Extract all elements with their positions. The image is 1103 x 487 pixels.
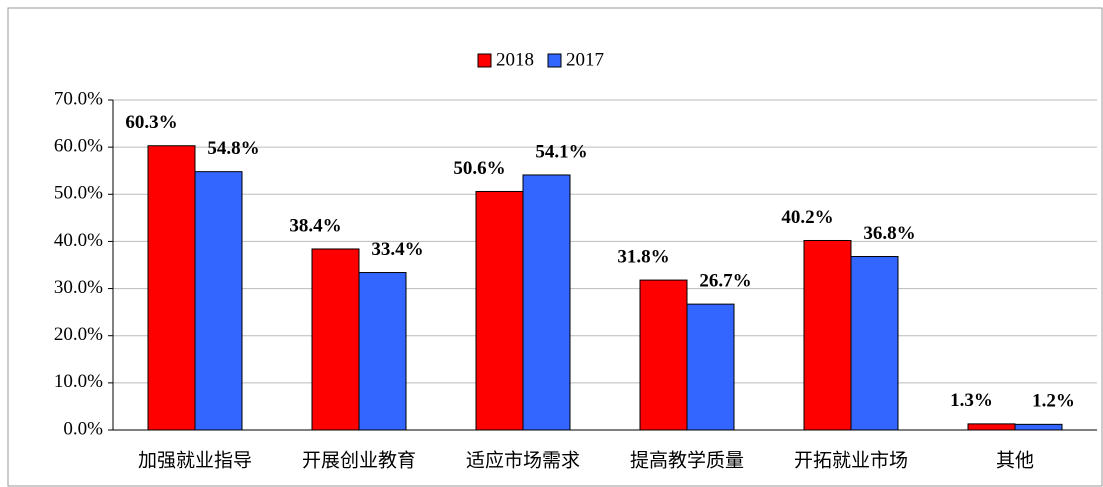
value-label: 1.3%: [950, 390, 993, 411]
value-label: 54.8%: [207, 138, 259, 159]
x-tick-label: 开拓就业市场: [794, 449, 908, 471]
bar: [686, 303, 735, 431]
bar: [311, 248, 360, 431]
value-label: 1.2%: [1032, 391, 1075, 412]
bar: [194, 171, 243, 431]
legend-label: 2017: [566, 49, 604, 70]
bar: [803, 239, 852, 431]
value-label: 26.7%: [699, 270, 751, 291]
value-label: 60.3%: [125, 112, 177, 133]
y-tick-label: 70.0%: [54, 88, 103, 109]
bar: [967, 423, 1016, 431]
value-label: 40.2%: [781, 207, 833, 228]
y-tick-label: 40.0%: [54, 230, 103, 251]
bar: [1014, 423, 1063, 431]
value-label: 54.1%: [535, 141, 587, 162]
y-tick-label: 50.0%: [54, 183, 103, 204]
legend-swatch: [547, 53, 562, 68]
y-tick-label: 60.0%: [54, 136, 103, 157]
y-tick-label: 30.0%: [54, 277, 103, 298]
bar: [147, 145, 196, 431]
value-label: 36.8%: [863, 223, 915, 244]
legend-swatch: [477, 53, 492, 68]
x-tick-label: 加强就业指导: [138, 449, 252, 471]
y-tick-label: 0.0%: [63, 418, 103, 439]
y-tick-label: 10.0%: [54, 371, 103, 392]
x-tick-label: 提高教学质量: [630, 449, 744, 471]
value-label: 31.8%: [617, 246, 669, 267]
x-tick-label: 适应市场需求: [466, 449, 580, 471]
x-tick-label: 开展创业教育: [302, 449, 416, 471]
bar: [522, 174, 571, 431]
value-label: 33.4%: [371, 239, 423, 260]
bar: [639, 279, 688, 431]
y-tick-label: 20.0%: [54, 324, 103, 345]
bar: [358, 272, 407, 431]
x-tick-label: 其他: [996, 449, 1034, 471]
value-label: 50.6%: [453, 158, 505, 179]
value-label: 38.4%: [289, 215, 341, 236]
bar: [475, 190, 524, 431]
bar: [850, 256, 899, 431]
legend-label: 2018: [496, 49, 534, 70]
